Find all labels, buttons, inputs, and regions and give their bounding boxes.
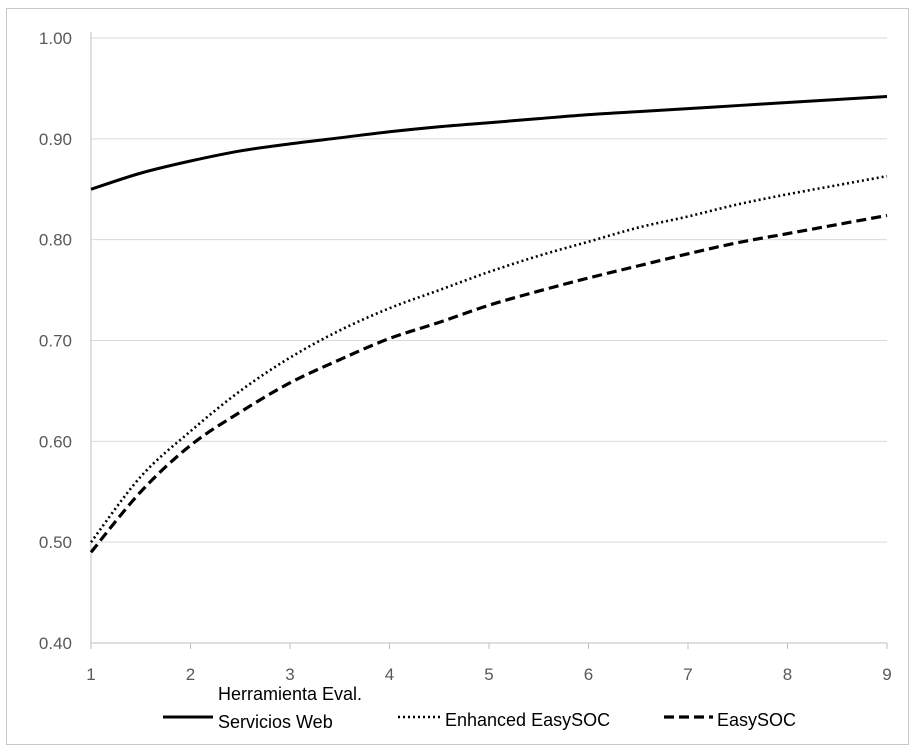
y-tick-label: 0.60 (39, 432, 72, 451)
x-tick-label: 8 (783, 665, 792, 684)
y-tick-label: 0.90 (39, 130, 72, 149)
legend: Herramienta Eval. Servicios Web Enhanced E… (163, 684, 796, 732)
x-tick-label: 4 (385, 665, 394, 684)
grid-lines (91, 37, 887, 644)
legend-label: Servicios Web (218, 712, 333, 732)
x-axis-ticks: 1 2 3 4 5 6 7 8 9 (86, 643, 892, 684)
legend-label: EasySOC (717, 710, 796, 730)
series-lines (89, 94, 888, 554)
x-tick-label: 7 (683, 665, 692, 684)
x-tick-label: 6 (584, 665, 593, 684)
y-axis-ticks: 0.40 0.50 0.60 0.70 0.80 0.90 1.00 (39, 29, 72, 653)
y-tick-label: 0.70 (39, 332, 72, 351)
legend-label: Herramienta Eval. (218, 684, 362, 704)
x-tick-label: 2 (186, 665, 195, 684)
x-tick-label: 5 (484, 665, 493, 684)
series-line-0 (90, 94, 888, 191)
y-tick-label: 0.50 (39, 533, 72, 552)
x-tick-label: 1 (86, 665, 95, 684)
x-tick-label: 3 (285, 665, 294, 684)
y-tick-label: 0.40 (39, 634, 72, 653)
x-tick-label: 9 (882, 665, 891, 684)
y-tick-label: 1.00 (39, 29, 72, 48)
series-line-2 (89, 213, 888, 554)
y-tick-label: 0.80 (39, 231, 72, 250)
series-line-1 (89, 174, 888, 543)
chart-frame (6, 8, 909, 745)
legend-label: Enhanced EasySOC (445, 710, 610, 730)
